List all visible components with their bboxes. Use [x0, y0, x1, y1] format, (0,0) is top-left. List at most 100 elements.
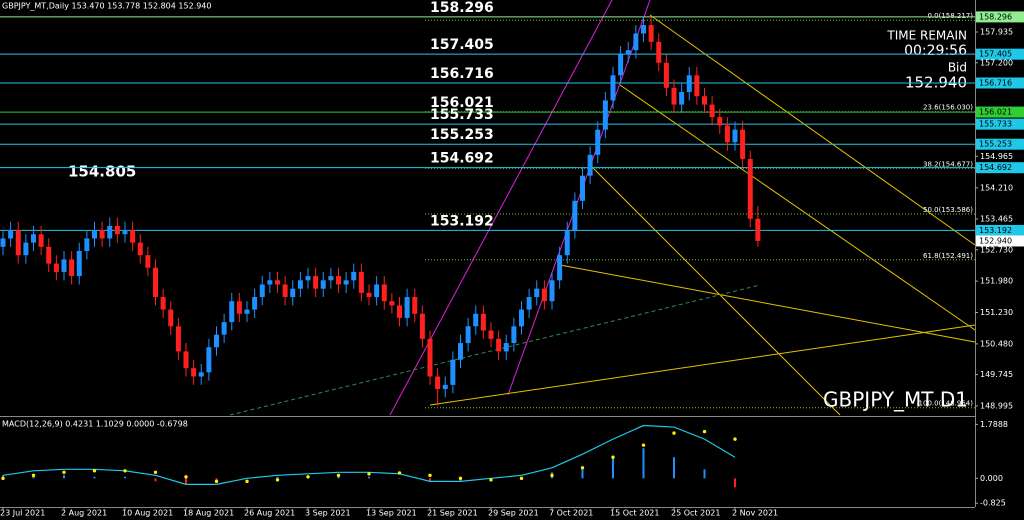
macd-histogram-bar — [642, 448, 645, 479]
level-price-label: 153.192 — [979, 226, 1012, 235]
macd-histogram-bar — [63, 475, 65, 479]
x-tick-label: 7 Oct 2021 — [549, 509, 593, 518]
signal-dot — [336, 473, 341, 478]
macd-histogram-bar — [154, 478, 157, 482]
signal-dot — [672, 431, 676, 435]
candle-body — [694, 75, 700, 97]
candle-body — [557, 255, 563, 281]
candle-body — [572, 200, 578, 231]
level-price-box — [976, 48, 1024, 60]
macd-histogram-bar — [368, 476, 370, 479]
candle-body — [702, 96, 707, 105]
candle-body — [76, 251, 82, 277]
signal-dot — [519, 476, 524, 481]
x-tick-label: 23 Jul 2021 — [0, 509, 45, 518]
candle-body — [328, 276, 334, 281]
candle-body — [641, 25, 646, 34]
x-tick-label: 18 Aug 2021 — [183, 509, 234, 518]
candle-body — [618, 54, 624, 76]
candle-body — [427, 338, 433, 377]
candle-body — [145, 255, 151, 268]
candle-body — [168, 309, 174, 327]
macd-histogram-bar — [124, 476, 126, 479]
candle-body — [740, 129, 746, 159]
candle-body — [15, 230, 21, 256]
level-label: 156.021 — [430, 95, 494, 111]
candle-body — [595, 129, 601, 155]
candle-body — [724, 125, 730, 143]
candle-body — [610, 75, 616, 101]
y-tick-label: 151.230 — [980, 308, 1013, 317]
candle-body — [473, 313, 479, 327]
channel-line — [507, 0, 651, 396]
signal-dot — [397, 471, 402, 475]
y-tick-label: 151.980 — [980, 277, 1013, 286]
symbol-label: GBPJPY_MT D1 — [823, 388, 968, 412]
candle-body — [412, 297, 418, 314]
level-price-label: 156.021 — [979, 108, 1012, 117]
macd-histogram-bar — [429, 478, 431, 482]
level-price-box — [976, 118, 1024, 130]
signal-dot — [245, 479, 249, 484]
macd-histogram-bar — [581, 466, 584, 479]
macd-histogram-bar — [398, 478, 401, 479]
trend-line — [429, 324, 976, 406]
level-price-box — [976, 224, 1024, 236]
signal-dot — [702, 429, 707, 434]
level-label: 157.405 — [430, 37, 494, 53]
candle-body — [69, 259, 75, 277]
candle-body — [107, 225, 113, 239]
candle-body — [84, 238, 90, 252]
candle-body — [191, 368, 197, 377]
drawing-objects — [229, 0, 976, 416]
level-price-box — [976, 106, 1024, 118]
candle-body — [175, 326, 181, 352]
level-label: 155.253 — [430, 127, 494, 143]
candle-body — [343, 280, 349, 285]
candle-body — [465, 326, 471, 344]
signal-dot — [184, 475, 188, 479]
trend-line — [589, 164, 841, 416]
candle-body — [252, 297, 258, 310]
candle-body — [0, 238, 6, 247]
x-tick-label: 26 Aug 2021 — [244, 509, 295, 518]
candle-body — [38, 234, 44, 247]
candle-body — [648, 25, 654, 42]
signal-dot — [275, 478, 280, 482]
macd-histogram-bar — [612, 457, 614, 479]
macd-histogram-bar — [734, 478, 736, 488]
candle-body — [366, 292, 372, 298]
candle-body — [541, 288, 547, 302]
signal-dot — [62, 470, 66, 475]
time-remain: 00:29:56 — [904, 43, 967, 59]
candle-body — [153, 267, 158, 298]
candle-body — [755, 218, 761, 241]
y-tick-label: 152.730 — [980, 245, 1013, 254]
candle-body — [519, 309, 524, 327]
candle-body — [511, 326, 517, 344]
signal-dot — [428, 473, 432, 478]
bid-label: Bid — [948, 61, 967, 75]
level-price-label: 157.405 — [979, 50, 1012, 59]
candle-body — [656, 41, 662, 63]
candle-body — [625, 50, 631, 55]
candle-body — [602, 100, 608, 130]
y-tick-label: 149.745 — [980, 370, 1013, 379]
candle-body — [435, 376, 441, 390]
signal-dot — [123, 469, 127, 473]
time-remain-label: TIME REMAIN — [886, 29, 967, 43]
candle-body — [381, 284, 387, 302]
level-price-box — [976, 11, 1024, 23]
candle-body — [137, 242, 143, 256]
candle-body — [480, 313, 486, 331]
candle-body — [53, 263, 59, 272]
candle-body — [450, 359, 456, 385]
signal-dot — [489, 478, 493, 482]
x-tick-label: 29 Sep 2021 — [488, 509, 539, 518]
channel-line — [389, 0, 613, 416]
level-price-label: 154.692 — [979, 163, 1012, 172]
trend-line — [619, 84, 976, 331]
candle-body — [717, 117, 723, 126]
signal-dot — [92, 469, 97, 473]
candle-body — [389, 301, 395, 306]
